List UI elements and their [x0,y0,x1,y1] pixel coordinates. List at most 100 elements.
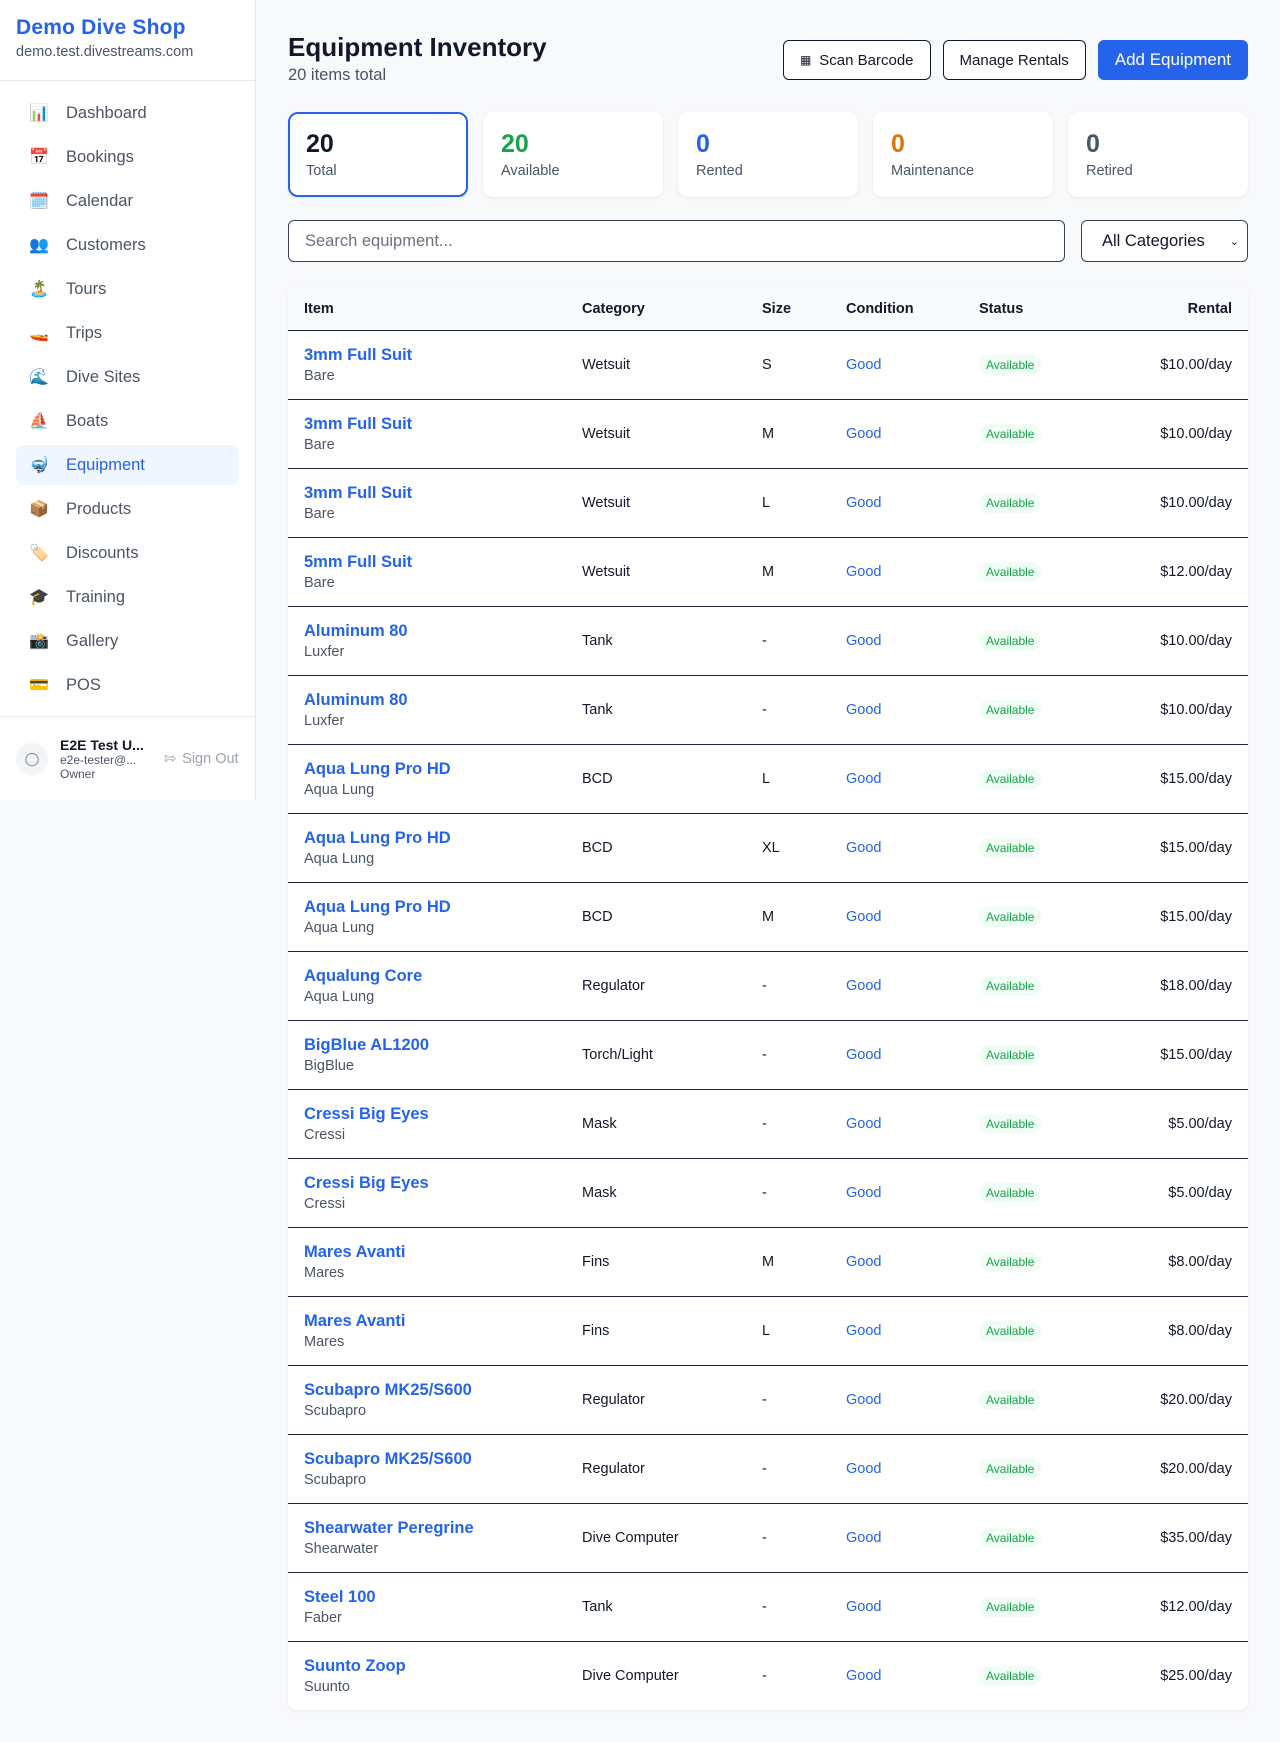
rental-price-cell: $10.00/day [1160,426,1232,442]
item-name-link[interactable]: Aluminum 80 [304,691,408,709]
stat-label: Retired [1086,163,1133,179]
item-name-link[interactable]: Cressi Big Eyes [304,1174,429,1192]
category-select[interactable]: All Categories ⌄ [1081,220,1248,262]
condition-cell: Good [846,1185,882,1201]
item-name-link[interactable]: Aqua Lung Pro HD [304,898,451,916]
sidebar-item-trips[interactable]: 🚤 Trips [16,313,239,353]
condition-cell: Good [846,633,882,649]
stat-card-rented[interactable]: 0 Rented [678,112,858,197]
sidebar-item-calendar[interactable]: 🗓️ Calendar [16,181,239,221]
stat-card-total[interactable]: 20 Total [288,112,468,197]
rental-price-cell: $20.00/day [1160,1392,1232,1408]
item-name-link[interactable]: Aqualung Core [304,967,423,985]
sidebar-item-training[interactable]: 🎓 Training [16,577,239,617]
category-cell: Wetsuit [582,357,631,373]
item-name-link[interactable]: Scubapro MK25/S600 [304,1381,472,1399]
rental-price-cell: $15.00/day [1160,840,1232,856]
brand: Demo Dive Shop demo.test.divestreams.com [0,0,255,81]
sidebar-item-gallery[interactable]: 📸 Gallery [16,621,239,661]
user-panel: ◯ E2E Test U... e2e-tester@... Owner ⇰ Si… [0,716,255,800]
user-avatar-icon: ◯ [16,742,48,775]
item-cell: Mares Avanti Mares [304,1243,405,1281]
stats-row: 20 Total 20 Available 0 Rented 0 Maintenance 0 Re… [288,112,1248,197]
status-badge: Available [979,562,1042,582]
item-name-link[interactable]: Aqua Lung Pro HD [304,829,451,847]
column-header-rental[interactable]: Rental [1187,300,1232,317]
sidebar-item-label: Equipment [66,455,145,474]
scan-barcode-button[interactable]: ▦ Scan Barcode [782,40,931,80]
stat-card-retired[interactable]: 0 Retired [1068,112,1248,197]
table-row: 3mm Full Suit Bare Wetsuit S Good Available $1… [288,330,1248,399]
category-cell: Wetsuit [582,564,631,580]
sidebar-item-bookings[interactable]: 📅 Bookings [16,137,239,177]
stat-label: Rented [696,163,743,179]
condition-cell: Good [846,1530,882,1546]
category-cell: Dive Computer [582,1530,679,1546]
status-badge: Available [979,769,1042,789]
shop-name[interactable]: Demo Dive Shop [16,16,186,39]
status-cell: Available [979,838,1042,858]
category-cell: Fins [582,1323,610,1339]
item-name-link[interactable]: Shearwater Peregrine [304,1519,474,1537]
column-header-status[interactable]: Status [979,300,1024,317]
item-name-link[interactable]: Scubapro MK25/S600 [304,1450,472,1468]
size-cell: - [762,702,767,718]
item-name-link[interactable]: Suunto Zoop [304,1657,406,1675]
condition-cell: Good [846,1323,882,1339]
sidebar-item-label: Products [66,499,132,518]
chevron-down-icon: ⌄ [1229,235,1239,248]
item-name-link[interactable]: 5mm Full Suit [304,553,413,571]
sidebar-item-equipment[interactable]: 🤿 Equipment [16,445,239,485]
item-brand: Luxfer [304,644,345,660]
item-brand: Faber [304,1610,342,1626]
condition-cell: Good [846,1668,882,1684]
category-cell: Tank [582,702,613,718]
search-input[interactable] [288,220,1065,262]
stat-card-available[interactable]: 20 Available [483,112,663,197]
sidebar-item-boats[interactable]: ⛵ Boats [16,401,239,441]
sidebar-item-dive-sites[interactable]: 🌊 Dive Sites [16,357,239,397]
manage-rentals-button[interactable]: Manage Rentals [942,40,1086,80]
sidebar-item-dashboard[interactable]: 📊 Dashboard [16,93,239,133]
item-brand: Scubapro [304,1403,367,1419]
item-brand: Mares [304,1265,345,1281]
item-cell: BigBlue AL1200 BigBlue [304,1036,429,1074]
equipment-table: Item Category Size Condition Status Rental 3mm… [288,287,1248,1710]
sidebar-item-products[interactable]: 📦 Products [16,489,239,529]
add-equipment-button[interactable]: Add Equipment [1097,40,1248,80]
status-cell: Available [979,424,1042,444]
status-cell: Available [979,1597,1042,1617]
condition-cell: Good [846,564,882,580]
status-cell: Available [979,1183,1042,1203]
sidebar-item-tours[interactable]: 🏝️ Tours [16,269,239,309]
item-brand: Aqua Lung [304,851,375,867]
table-row: Scubapro MK25/S600 Scubapro Regulator - Good… [288,1434,1248,1503]
condition-cell: Good [846,909,882,925]
trips-icon: 🚤 [29,325,49,342]
item-name-link[interactable]: 3mm Full Suit [304,415,413,433]
item-name-link[interactable]: 3mm Full Suit [304,484,413,502]
column-header-item[interactable]: Item [304,300,334,317]
column-header-size[interactable]: Size [762,300,792,317]
sidebar-item-label: Discounts [66,543,139,562]
item-name-link[interactable]: 3mm Full Suit [304,346,413,364]
sidebar-item-customers[interactable]: 👥 Customers [16,225,239,265]
item-name-link[interactable]: Aluminum 80 [304,622,408,640]
item-name-link[interactable]: Steel 100 [304,1588,376,1606]
sidebar-item-pos[interactable]: 💳 POS [16,665,239,705]
stat-card-maintenance[interactable]: 0 Maintenance [873,112,1053,197]
sidebar-item-discounts[interactable]: 🏷️ Discounts [16,533,239,573]
sign-out-label: Sign Out [182,750,239,767]
item-name-link[interactable]: Aqua Lung Pro HD [304,760,451,778]
column-header-category[interactable]: Category [582,300,645,317]
item-name-link[interactable]: Mares Avanti [304,1312,406,1330]
status-badge: Available [979,1183,1042,1203]
item-cell: Aqua Lung Pro HD Aqua Lung [304,898,451,936]
category-cell: Fins [582,1254,610,1270]
item-name-link[interactable]: BigBlue AL1200 [304,1036,430,1054]
sign-out-button[interactable]: ⇰ Sign Out [164,751,239,767]
column-header-condition[interactable]: Condition [846,300,914,317]
item-name-link[interactable]: Cressi Big Eyes [304,1105,429,1123]
item-name-link[interactable]: Mares Avanti [304,1243,406,1261]
rental-price-cell: $10.00/day [1160,702,1232,718]
